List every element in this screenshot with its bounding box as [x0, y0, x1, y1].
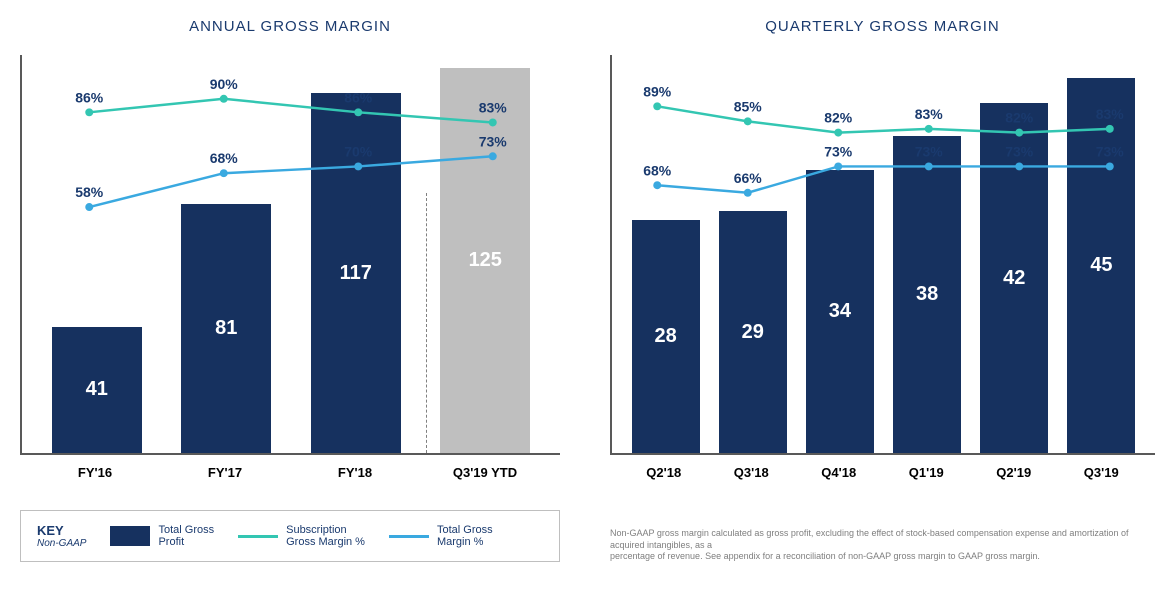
bar: 81 [181, 204, 271, 453]
annual-bars: 41 81 117 125 [22, 55, 560, 453]
legend-key-title: KEY [37, 523, 86, 538]
annual-panel: ANNUAL GROSS MARGIN 4181117125 86%90%86%… [20, 0, 560, 562]
x-label: FY'16 [30, 465, 160, 480]
bar-wrap: 117 [291, 55, 421, 453]
bar: 29 [719, 211, 787, 453]
quarterly-panel: QUARTERLY GROSS MARGIN 282934384245 89%8… [610, 0, 1155, 563]
quarterly-chart-area: 282934384245 89%85%82%83%82%83%68%66%73%… [610, 55, 1155, 455]
legend-swatch-line [238, 535, 278, 538]
bar-wrap: 34 [796, 55, 883, 453]
legend-swatch-line [389, 535, 429, 538]
bar: 125 [440, 68, 530, 453]
footnote-line2: percentage of revenue. See appendix for … [610, 551, 1155, 563]
x-label: Q3'18 [708, 465, 796, 480]
annual-chart-area: 4181117125 86%90%86%83%58%68%70%73% [20, 55, 560, 455]
bar-wrap: 41 [32, 55, 162, 453]
legend-label: Total GrossProfit [158, 524, 214, 548]
quarterly-x-labels: Q2'18Q3'18Q4'18Q1'19Q2'19Q3'19 [610, 455, 1155, 480]
x-label: Q4'18 [795, 465, 883, 480]
bar-wrap: 28 [622, 55, 709, 453]
legend-key-sub: Non-GAAP [37, 538, 86, 549]
x-label: Q3'19 [1058, 465, 1146, 480]
legend-key: KEY Non-GAAP [37, 523, 86, 549]
bar-wrap: 38 [884, 55, 971, 453]
bar: 28 [632, 220, 700, 453]
bar-wrap: 81 [162, 55, 292, 453]
annual-x-labels: FY'16FY'17FY'18Q3'19 YTD [20, 455, 560, 480]
quarterly-bars: 282934384245 [612, 55, 1155, 453]
x-label: Q1'19 [883, 465, 971, 480]
legend-label: Total GrossMargin % [437, 524, 493, 548]
bar: 45 [1067, 78, 1135, 453]
x-label: FY'18 [290, 465, 420, 480]
legend-items: Total GrossProfit SubscriptionGross Margi… [110, 524, 492, 548]
legend-swatch-bar [110, 526, 150, 546]
x-label: Q2'18 [620, 465, 708, 480]
bar: 42 [980, 103, 1048, 453]
x-label: Q2'19 [970, 465, 1058, 480]
x-label: Q3'19 YTD [420, 465, 550, 480]
legend-item: Total GrossMargin % [389, 524, 493, 548]
bar: 34 [806, 170, 874, 453]
bar: 38 [893, 136, 961, 453]
quarterly-title: QUARTERLY GROSS MARGIN [610, 18, 1155, 35]
footnote-line1: Non-GAAP gross margin calculated as gros… [610, 528, 1155, 551]
bar-wrap: 125 [421, 55, 551, 453]
legend-box: KEY Non-GAAP Total GrossProfit Subscripti… [20, 510, 560, 562]
bar-wrap: 45 [1058, 55, 1145, 453]
legend-item: Total GrossProfit [110, 524, 214, 548]
x-label: FY'17 [160, 465, 290, 480]
annual-title: ANNUAL GROSS MARGIN [20, 18, 560, 35]
bar: 41 [52, 327, 142, 453]
bar-wrap: 29 [709, 55, 796, 453]
bar: 117 [311, 93, 401, 453]
legend-label: SubscriptionGross Margin % [286, 524, 365, 548]
bar-wrap: 42 [971, 55, 1058, 453]
footnote: Non-GAAP gross margin calculated as gros… [610, 528, 1155, 563]
legend-item: SubscriptionGross Margin % [238, 524, 365, 548]
